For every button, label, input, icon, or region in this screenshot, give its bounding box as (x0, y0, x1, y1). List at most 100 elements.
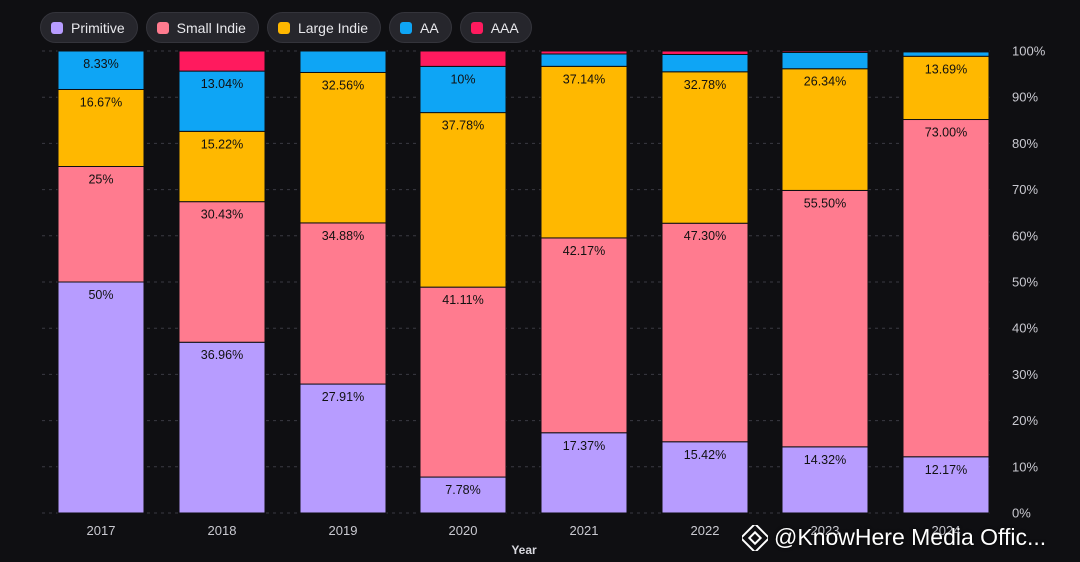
bar-segment-small-indie (661, 222, 749, 443)
legend-label: AAA (490, 19, 519, 36)
x-tick-label: 2022 (691, 523, 720, 538)
bar-segment-large-indie (902, 55, 990, 121)
bar-segment-aa (299, 50, 387, 73)
legend-label: Small Indie (176, 19, 246, 36)
bar-segment-primitive (661, 441, 749, 514)
bar-segment-aa (57, 50, 145, 90)
legend-item-primitive[interactable]: Primitive (40, 12, 138, 43)
bar-segment-large-indie (299, 71, 387, 224)
bar-segment-small-indie (419, 286, 507, 478)
x-tick-label: 2024 (932, 523, 961, 538)
bar-segment-aaa (781, 50, 869, 53)
legend-swatch (277, 21, 290, 34)
data-label: 36.96% (201, 348, 243, 362)
y-tick-label: 40% (1012, 321, 1038, 336)
bar-segment-small-indie (299, 222, 387, 385)
data-label: 17.37% (563, 439, 605, 453)
data-label: 32.78% (684, 78, 726, 92)
y-tick-label: 30% (1012, 367, 1038, 382)
bar-segment-aa (781, 51, 869, 70)
data-label: 73.00% (925, 126, 967, 140)
bar-segment-aa (419, 65, 507, 114)
y-tick-label: 10% (1012, 459, 1038, 474)
bar-2020: 7.78% 41.11% 37.78% 10% (419, 50, 507, 514)
x-tick-label: 2018 (208, 523, 237, 538)
x-tick-label: 2023 (811, 523, 840, 538)
data-label: 47.30% (684, 229, 726, 243)
y-tick-label: 70% (1012, 182, 1038, 197)
bar-segment-small-indie (57, 166, 145, 283)
bar-2023: 14.32% 55.50% 26.34% (781, 50, 869, 514)
bar-segment-primitive (902, 456, 990, 514)
data-label: 42.17% (563, 244, 605, 258)
data-label: 50% (88, 288, 113, 302)
chart-legend: Primitive Small Indie Large Indie AA AAA (40, 12, 532, 43)
bar-segment-large-indie (178, 130, 266, 203)
bar-segment-large-indie (540, 65, 628, 239)
data-label: 26.34% (804, 75, 846, 89)
data-label: 15.42% (684, 448, 726, 462)
bar-segment-aaa (661, 50, 749, 55)
bar-2024: 12.17% 73.00% 13.69% (902, 50, 990, 514)
data-label: 15.22% (201, 137, 243, 151)
bar-2018: 36.96% 30.43% 15.22% 13.04% (178, 50, 266, 514)
bar-segment-aaa (540, 50, 628, 55)
legend-swatch (51, 21, 63, 34)
legend-item-large-indie[interactable]: Large Indie (266, 12, 381, 43)
y-tick-label: 50% (1012, 275, 1038, 290)
x-tick-label: 2021 (570, 523, 599, 538)
y-tick-label: 0% (1012, 506, 1031, 521)
y-tick-label: 80% (1012, 136, 1038, 151)
bar-segment-primitive (178, 341, 266, 514)
bar-segment-small-indie (178, 201, 266, 343)
bar-segment-aaa (419, 50, 507, 67)
legend-item-small-indie[interactable]: Small Indie (145, 12, 259, 43)
y-tick-label: 20% (1012, 413, 1038, 428)
bar-segment-large-indie (781, 68, 869, 191)
bar-segment-small-indie (540, 237, 628, 434)
binance-logo-icon (742, 524, 768, 551)
data-label: 13.04% (201, 77, 243, 91)
bar-segment-primitive (57, 281, 145, 514)
bar-segment-aa (902, 51, 990, 57)
x-tick-label: 2017 (87, 523, 116, 538)
data-label: 16.67% (80, 95, 122, 109)
bar-2021: 17.37% 42.17% 37.14% (540, 50, 628, 514)
x-tick-label: 2020 (449, 523, 478, 538)
data-label: 25% (88, 173, 113, 187)
legend-item-aaa[interactable]: AAA (459, 12, 532, 43)
data-label: 27.91% (322, 390, 364, 404)
bar-segment-aaa (902, 50, 990, 53)
bar-2017: 50% 25% 16.67% 8.33% (57, 50, 145, 514)
x-axis-title: Year (511, 543, 537, 557)
bar-2019: 27.91% 34.88% 32.56% (299, 50, 387, 514)
data-label: 34.88% (322, 229, 364, 243)
data-label: 10% (450, 72, 475, 86)
data-label: 8.33% (83, 57, 118, 71)
x-tick-label: 2019 (329, 523, 358, 538)
data-label: 7.78% (445, 483, 480, 497)
bar-segment-primitive (419, 476, 507, 514)
legend-item-aa[interactable]: AA (389, 12, 452, 43)
watermark: @KnowHere Media Offic... (742, 524, 1046, 551)
data-label: 55.50% (804, 196, 846, 210)
data-label: 41.11% (442, 293, 483, 307)
bar-segment-aa (178, 70, 266, 132)
bar-segment-aa (540, 53, 628, 67)
bar-segment-large-indie (57, 88, 145, 167)
bar-segment-aaa (178, 50, 266, 72)
data-label: 30.43% (201, 208, 243, 222)
y-tick-label: 90% (1012, 90, 1038, 105)
legend-label: Large Indie (297, 19, 368, 36)
bar-segment-aa (661, 53, 749, 73)
legend-swatch (400, 21, 412, 34)
watermark-text: @KnowHere Media Offic... (774, 524, 1047, 550)
bar-segment-large-indie (661, 71, 749, 224)
data-label: 32.56% (322, 78, 364, 92)
legend-swatch (470, 21, 483, 34)
data-label: 37.78% (442, 119, 484, 133)
y-tick-label: 100% (1012, 44, 1046, 59)
legend-label: Primitive (71, 19, 125, 36)
data-label: 12.17% (925, 463, 967, 477)
